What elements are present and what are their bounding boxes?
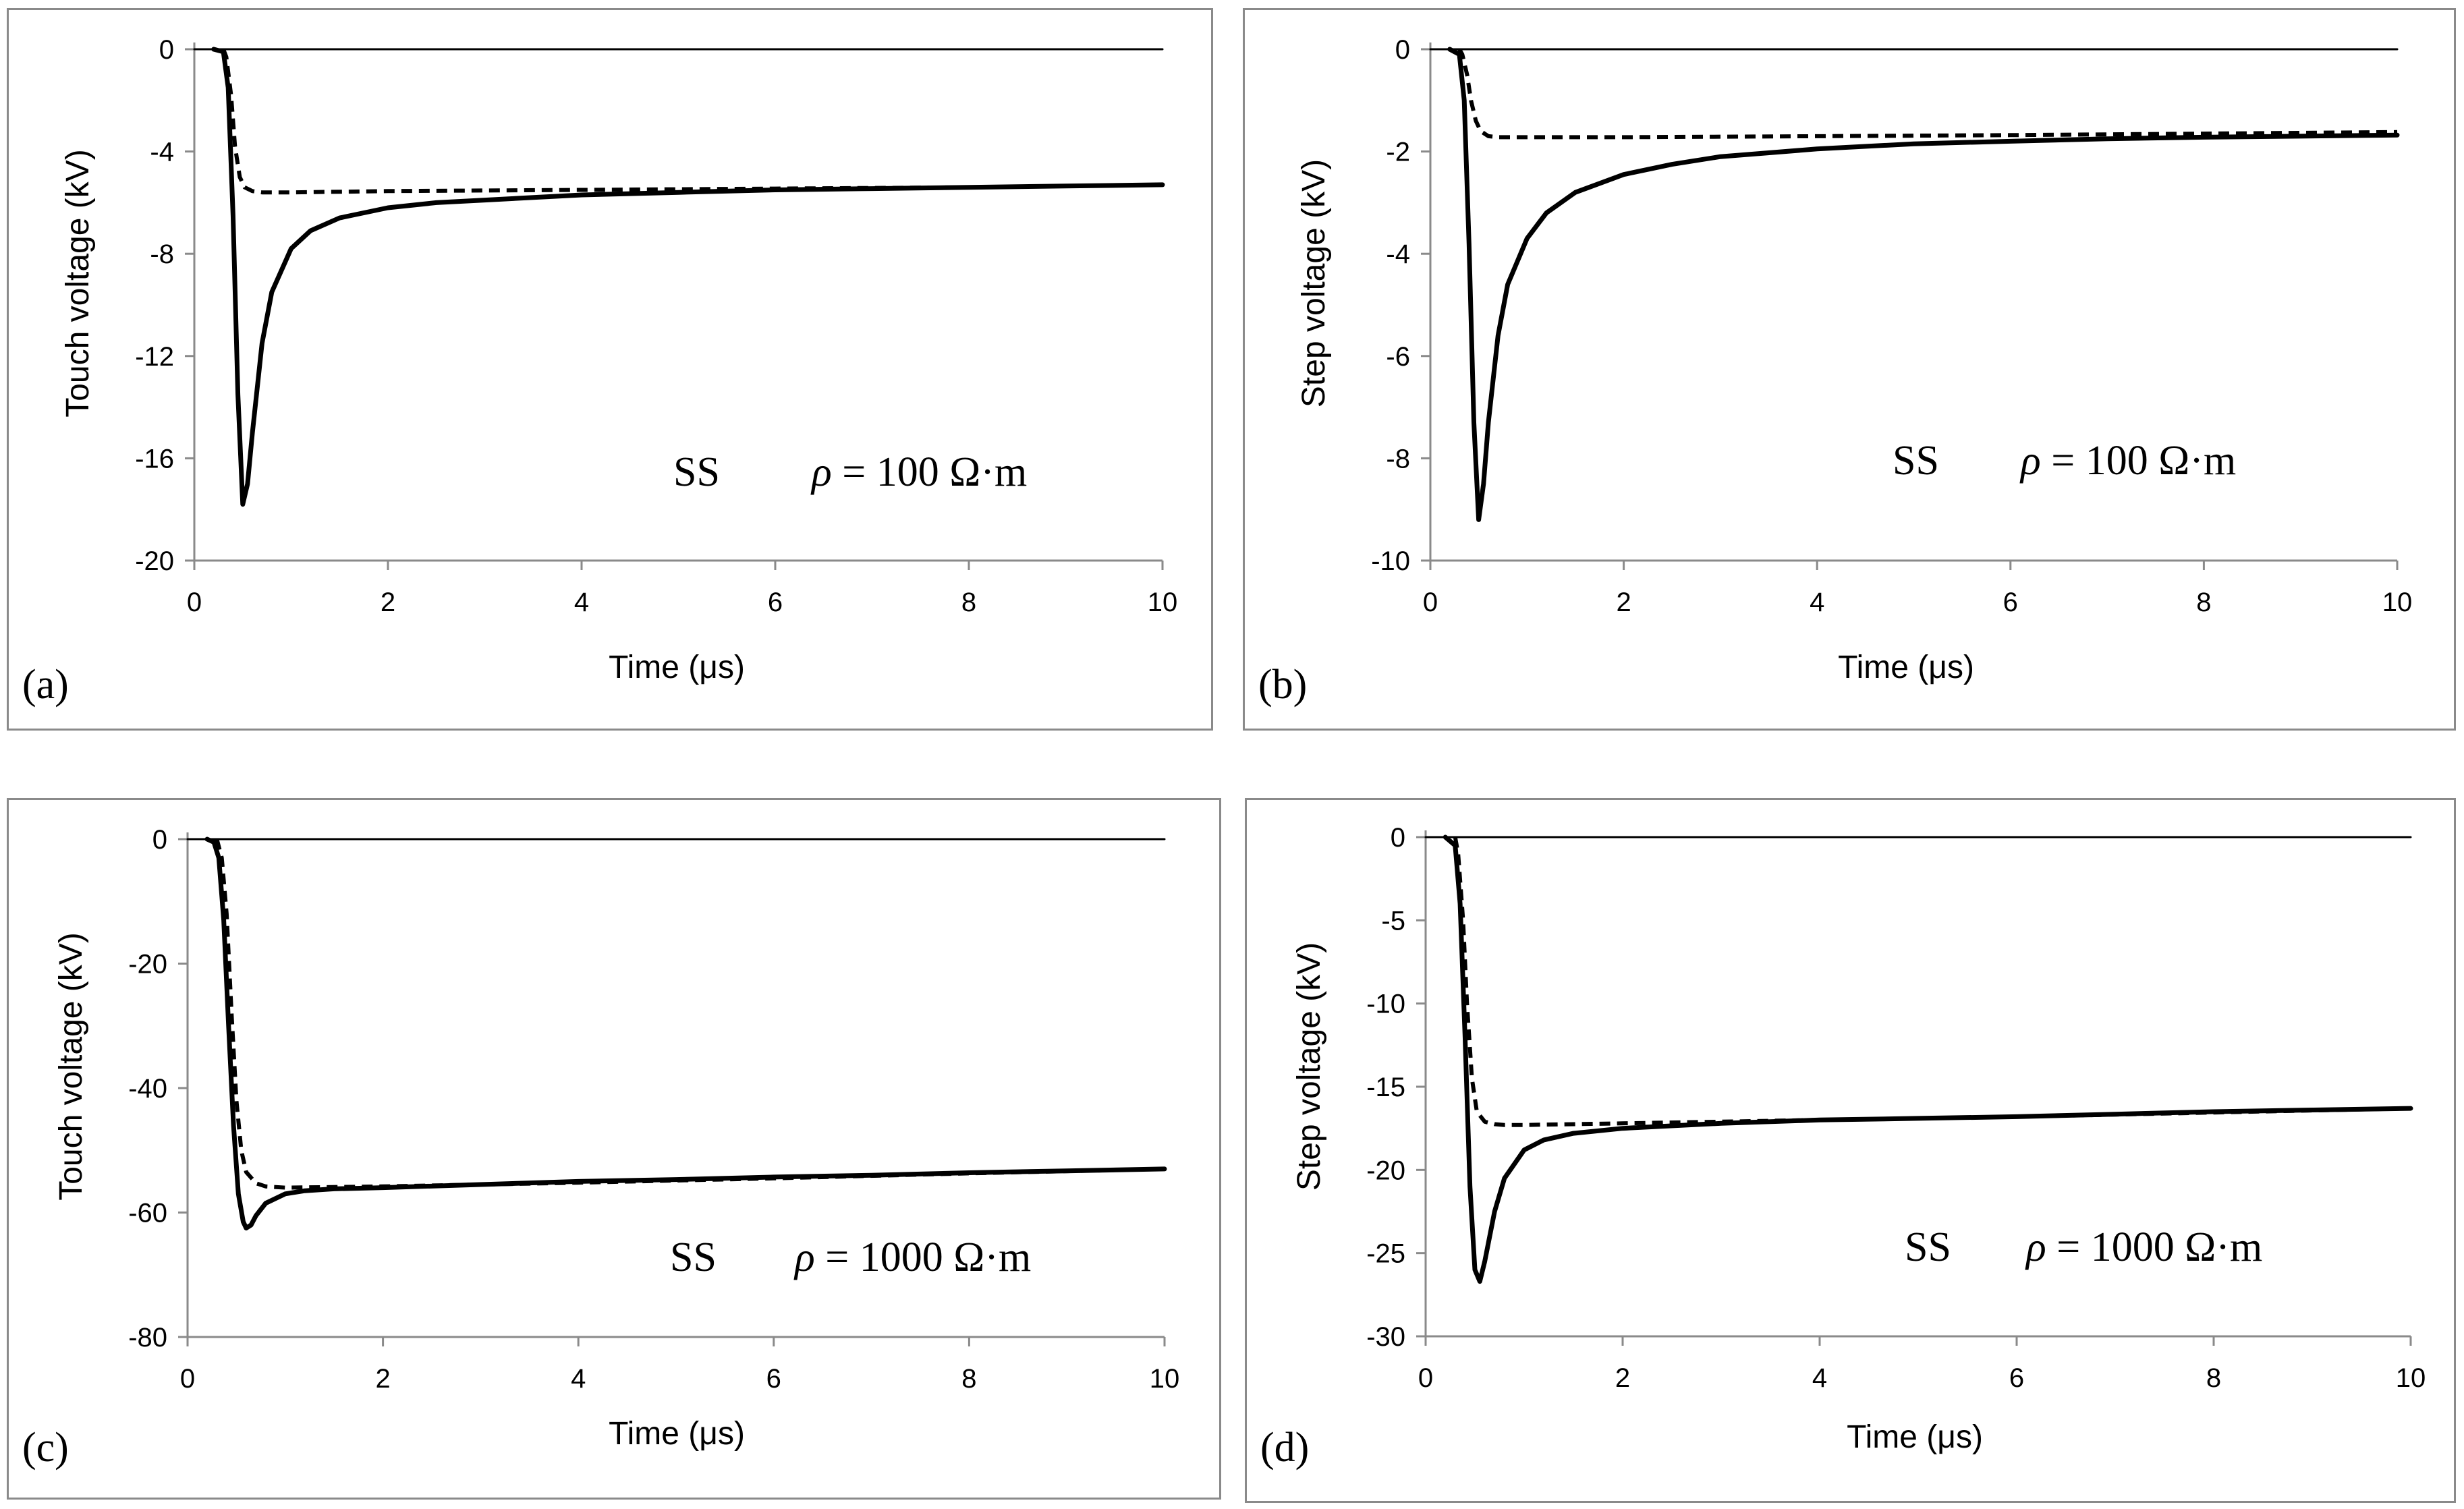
x-tick-label: 0 — [1418, 1363, 1433, 1393]
series-line-solid — [1443, 834, 2413, 1284]
y-axis-title: Touch voltage (kV) — [53, 932, 89, 1201]
series-line-dashed — [221, 48, 1163, 195]
x-tick-label: 0 — [180, 1364, 195, 1394]
y-tick-label: -80 — [128, 1323, 167, 1353]
y-tick-label: -20 — [135, 546, 174, 576]
panel-label: (b) — [1258, 662, 1307, 708]
resistivity-value: = 100 Ω·m — [2041, 438, 2236, 484]
x-axis-title: Time (μs) — [609, 1416, 745, 1452]
y-tick-label: -16 — [135, 444, 174, 474]
x-tick-label: 0 — [1423, 588, 1438, 617]
y-tick-label: -4 — [150, 138, 174, 167]
x-tick-label: 8 — [2196, 588, 2211, 617]
y-tick-label: -4 — [1386, 239, 1410, 269]
x-tick-label: 2 — [1616, 588, 1631, 617]
y-tick-label: 0 — [1395, 35, 1410, 65]
y-tick-label: -40 — [128, 1074, 167, 1104]
x-tick-label: 4 — [571, 1364, 586, 1394]
annotation-equation: ρ = 1000 Ω·m — [793, 1234, 1031, 1280]
x-tick-label: 4 — [574, 588, 589, 617]
annotation-equation: ρ = 100 Ω·m — [810, 449, 1027, 495]
y-tick-label: -8 — [1386, 444, 1410, 474]
chart-c: 0 -20 -40 -60 -80 0 2 4 6 8 10 Time (μs) Touch volta… — [22, 825, 1180, 1471]
x-tick-label: 8 — [2206, 1363, 2221, 1393]
y-tick-label: -25 — [1366, 1239, 1405, 1269]
panel-label: (c) — [22, 1425, 69, 1471]
x-tick-label: 2 — [1615, 1363, 1630, 1393]
x-tick-label: 2 — [381, 588, 395, 617]
y-tick-label: 0 — [152, 825, 167, 855]
x-axis-title: Time (μs) — [1838, 650, 1974, 685]
chart-panel-a: 0 -4 -8 -12 -16 -20 0 2 4 6 8 10 Time (μs) Touch volt… — [7, 8, 1213, 731]
series-line-solid — [211, 47, 1165, 507]
y-tick-label: -2 — [1386, 138, 1410, 167]
x-tick-label: 4 — [1810, 588, 1824, 617]
series-line-dashed — [215, 838, 1165, 1190]
x-axis-title: Time (μs) — [1847, 1419, 1983, 1455]
x-tick-label: 4 — [1812, 1363, 1827, 1393]
rho-symbol: ρ — [793, 1234, 815, 1280]
series-line-solid — [1447, 47, 2400, 522]
y-axis-title: Touch voltage (kV) — [60, 149, 96, 418]
x-tick-label: 10 — [2396, 1363, 2426, 1393]
x-axis-title: Time (μs) — [609, 650, 745, 685]
x-tick-label: 8 — [961, 1364, 976, 1394]
rho-symbol: ρ — [2019, 438, 2041, 484]
chart-panel-d: 0 -5 -10 -15 -20 -25 -30 0 2 4 6 8 10 Time (μs) Step v… — [1245, 798, 2456, 1503]
resistivity-value: = 1000 Ω·m — [815, 1234, 1031, 1280]
y-tick-label: -5 — [1381, 906, 1405, 936]
y-tick-label: -8 — [150, 239, 174, 269]
y-tick-label: -20 — [128, 950, 167, 979]
resistivity-value: = 100 Ω·m — [832, 449, 1027, 495]
y-tick-label: -60 — [128, 1199, 167, 1228]
chart-d: 0 -5 -10 -15 -20 -25 -30 0 2 4 6 8 10 Time (μs) Step v… — [1260, 823, 2426, 1471]
rho-symbol: ρ — [810, 449, 832, 495]
y-axis-title: Step voltage (kV) — [1291, 942, 1327, 1191]
y-tick-label: -15 — [1366, 1073, 1405, 1102]
y-tick-label: -12 — [135, 342, 174, 372]
panel-label: (d) — [1260, 1425, 1309, 1471]
annotation-equation: ρ = 1000 Ω·m — [2025, 1224, 2262, 1270]
annotation-label: SS — [673, 449, 720, 495]
series-line-dashed — [1453, 836, 2411, 1127]
y-axis-title: Step voltage (kV) — [1296, 159, 1332, 407]
y-tick-label: -20 — [1366, 1156, 1405, 1185]
x-tick-label: 0 — [187, 588, 202, 617]
y-tick-label: 0 — [1391, 823, 1405, 853]
x-tick-label: 6 — [2009, 1363, 2024, 1393]
x-tick-label: 10 — [1150, 1364, 1180, 1394]
resistivity-value: = 1000 Ω·m — [2046, 1224, 2262, 1270]
series-line-dashed — [1457, 48, 2398, 140]
chart-panel-b: 0 -2 -4 -6 -8 -10 0 2 4 6 8 10 Time (μs) Step voltage… — [1243, 8, 2456, 731]
x-tick-label: 2 — [375, 1364, 390, 1394]
x-tick-label: 6 — [768, 588, 783, 617]
y-tick-label: -30 — [1366, 1322, 1405, 1352]
annotation-label: SS — [670, 1234, 717, 1280]
chart-a: 0 -4 -8 -12 -16 -20 0 2 4 6 8 10 Time (μs) Touch volt… — [22, 35, 1178, 708]
x-tick-label: 10 — [2382, 588, 2413, 617]
y-tick-label: -10 — [1371, 546, 1410, 576]
series-line-solid — [204, 836, 1167, 1231]
annotation-label: SS — [1893, 438, 1939, 484]
y-tick-label: -6 — [1386, 342, 1410, 372]
annotation-label: SS — [1905, 1224, 1951, 1270]
y-tick-label: 0 — [159, 35, 174, 65]
x-tick-label: 10 — [1148, 588, 1178, 617]
rho-symbol: ρ — [2025, 1224, 2046, 1270]
chart-panel-c: 0 -20 -40 -60 -80 0 2 4 6 8 10 Time (μs) Touch volta… — [7, 798, 1221, 1500]
annotation-equation: ρ = 100 Ω·m — [2019, 438, 2236, 484]
y-tick-label: -10 — [1366, 990, 1405, 1019]
chart-b: 0 -2 -4 -6 -8 -10 0 2 4 6 8 10 Time (μs) Step voltage… — [1258, 35, 2413, 708]
x-tick-label: 8 — [961, 588, 976, 617]
x-tick-label: 6 — [766, 1364, 781, 1394]
panel-label: (a) — [22, 662, 69, 708]
x-tick-label: 6 — [2003, 588, 2018, 617]
